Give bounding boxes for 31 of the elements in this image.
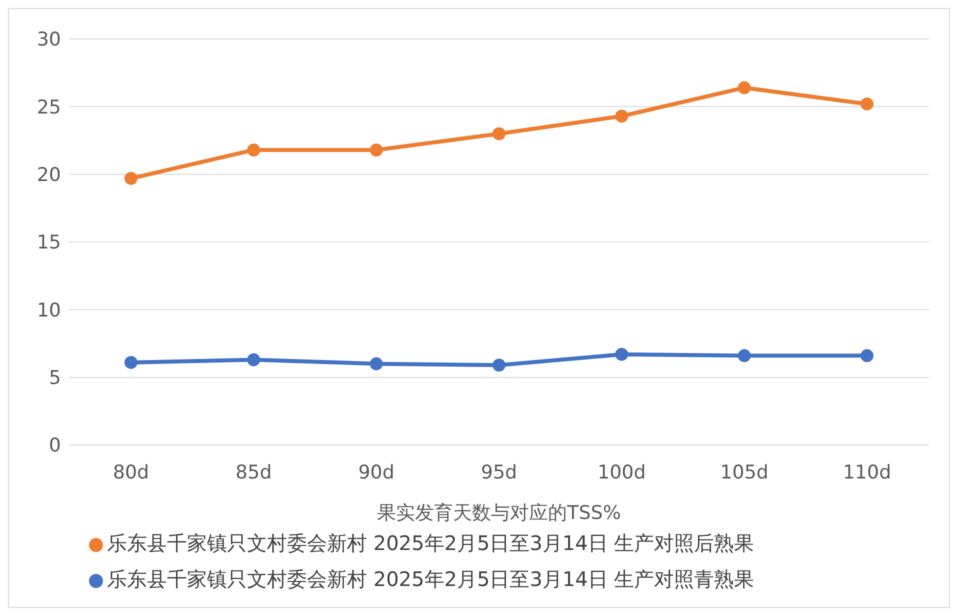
point (124, 356, 138, 369)
y-tick-label: 5 (48, 367, 61, 390)
y-tick-label: 25 (36, 96, 61, 118)
point (615, 110, 628, 123)
point (860, 97, 874, 110)
point (738, 81, 751, 94)
point (738, 349, 751, 362)
x-tick-label: 110d (842, 461, 892, 484)
x-axis-title: 果实发育天数与对应的TSS% (377, 502, 621, 524)
point (492, 358, 506, 372)
point (492, 127, 506, 140)
point (124, 172, 138, 185)
x-tick-label: 90d (358, 461, 394, 484)
x-tick-label: 80d (112, 461, 150, 484)
x-tick-label: 100d (598, 461, 646, 484)
x-tick-label: 95d (480, 461, 518, 484)
x-tick-label: 85d (236, 461, 272, 484)
y-tick-label: 30 (36, 28, 61, 51)
point (370, 357, 383, 370)
legend-label: 乐东县千家镇只文村委会新村 2025年2月5日至3月14日 生产对照青熟果 (107, 567, 754, 591)
y-tick-label: 10 (36, 299, 61, 322)
x-tick-label: 105d (720, 461, 768, 484)
point (860, 349, 874, 362)
y-tick-label: 0 (48, 434, 61, 457)
point (615, 348, 628, 361)
y-tick-label: 15 (36, 232, 61, 254)
point (370, 143, 383, 156)
point (247, 353, 260, 366)
legend-label: 乐东县千家镇只文村委会新村 2025年2月5日至3月14日 生产对照后熟果 (107, 531, 754, 555)
point (247, 143, 260, 156)
y-tick-label: 20 (36, 164, 61, 186)
